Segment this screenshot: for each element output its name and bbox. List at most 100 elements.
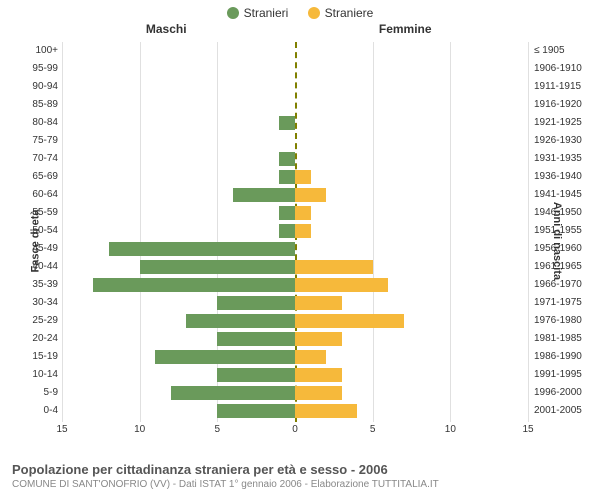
year-label: 1976-1980: [534, 315, 582, 326]
gridline: [217, 42, 218, 422]
gridline: [528, 42, 529, 422]
age-label: 80-84: [8, 117, 58, 128]
legend-item-male: Stranieri: [227, 6, 289, 20]
male-bar: [233, 188, 295, 202]
x-tick-label: 15: [522, 424, 533, 435]
x-tick-label: 5: [370, 424, 376, 435]
male-bar: [217, 332, 295, 346]
age-label: 5-9: [8, 387, 58, 398]
circle-icon: [308, 7, 320, 19]
age-label: 35-39: [8, 279, 58, 290]
age-label: 0-4: [8, 405, 58, 416]
female-bar: [295, 332, 342, 346]
age-label: 75-79: [8, 135, 58, 146]
column-headers: Maschi Femmine: [0, 22, 600, 40]
year-label: 2001-2005: [534, 405, 582, 416]
age-label: 30-34: [8, 297, 58, 308]
age-label: 85-89: [8, 99, 58, 110]
age-label: 40-44: [8, 261, 58, 272]
age-label: 10-14: [8, 369, 58, 380]
legend: Stranieri Straniere: [0, 0, 600, 22]
year-label: 1971-1975: [534, 297, 582, 308]
chart-area: Fasce di età Anni di nascita 15105051015…: [0, 42, 600, 440]
female-header: Femmine: [379, 22, 432, 36]
year-label: 1911-1915: [534, 81, 581, 92]
legend-male-label: Stranieri: [244, 6, 289, 20]
age-label: 95-99: [8, 63, 58, 74]
year-label: 1921-1925: [534, 117, 582, 128]
age-label: 70-74: [8, 153, 58, 164]
year-label: 1996-2000: [534, 387, 582, 398]
female-bar: [295, 350, 326, 364]
male-bar: [279, 206, 295, 220]
year-label: 1986-1990: [534, 351, 582, 362]
age-label: 20-24: [8, 333, 58, 344]
plot-area: [62, 42, 528, 422]
year-label: 1941-1945: [534, 189, 582, 200]
caption-subtitle: COMUNE DI SANT'ONOFRIO (VV) - Dati ISTAT…: [12, 479, 588, 490]
x-tick-label: 0: [292, 424, 298, 435]
female-bar: [295, 314, 404, 328]
year-label: 1991-1995: [534, 369, 582, 380]
male-bar: [186, 314, 295, 328]
year-label: 1906-1910: [534, 63, 582, 74]
male-bar: [279, 170, 295, 184]
legend-item-female: Straniere: [308, 6, 374, 20]
age-label: 55-59: [8, 207, 58, 218]
x-tick-label: 10: [445, 424, 456, 435]
gridline: [62, 42, 63, 422]
year-label: 1916-1920: [534, 99, 582, 110]
female-bar: [295, 206, 311, 220]
age-label: 65-69: [8, 171, 58, 182]
year-label: 1946-1950: [534, 207, 582, 218]
male-bar: [93, 278, 295, 292]
age-label: 90-94: [8, 81, 58, 92]
age-label: 15-19: [8, 351, 58, 362]
age-label: 60-64: [8, 189, 58, 200]
age-label: 45-49: [8, 243, 58, 254]
circle-icon: [227, 7, 239, 19]
year-label: 1981-1985: [534, 333, 582, 344]
caption: Popolazione per cittadinanza straniera p…: [12, 462, 588, 490]
x-tick-label: 10: [134, 424, 145, 435]
chart-container: Stranieri Straniere Maschi Femmine Fasce…: [0, 0, 600, 500]
female-bar: [295, 260, 373, 274]
male-bar: [279, 224, 295, 238]
male-bar: [217, 296, 295, 310]
male-bar: [140, 260, 295, 274]
female-bar: [295, 224, 311, 238]
legend-female-label: Straniere: [325, 6, 374, 20]
age-label: 25-29: [8, 315, 58, 326]
male-bar: [279, 152, 295, 166]
gridline: [450, 42, 451, 422]
year-label: 1956-1960: [534, 243, 582, 254]
year-label: ≤ 1905: [534, 45, 565, 56]
year-label: 1931-1935: [534, 153, 582, 164]
age-label: 50-54: [8, 225, 58, 236]
gridline: [140, 42, 141, 422]
year-label: 1966-1970: [534, 279, 582, 290]
caption-title: Popolazione per cittadinanza straniera p…: [12, 462, 588, 477]
female-bar: [295, 386, 342, 400]
female-bar: [295, 188, 326, 202]
female-bar: [295, 368, 342, 382]
female-bar: [295, 404, 357, 418]
year-label: 1951-1955: [534, 225, 582, 236]
year-label: 1961-1965: [534, 261, 582, 272]
male-header: Maschi: [146, 22, 187, 36]
male-bar: [109, 242, 295, 256]
age-label: 100+: [8, 45, 58, 56]
x-tick-label: 5: [215, 424, 221, 435]
male-bar: [171, 386, 295, 400]
male-bar: [279, 116, 295, 130]
female-bar: [295, 170, 311, 184]
gridline: [373, 42, 374, 422]
male-bar: [155, 350, 295, 364]
x-tick-label: 15: [56, 424, 67, 435]
year-label: 1926-1930: [534, 135, 582, 146]
female-bar: [295, 278, 388, 292]
year-label: 1936-1940: [534, 171, 582, 182]
male-bar: [217, 404, 295, 418]
female-bar: [295, 296, 342, 310]
male-bar: [217, 368, 295, 382]
